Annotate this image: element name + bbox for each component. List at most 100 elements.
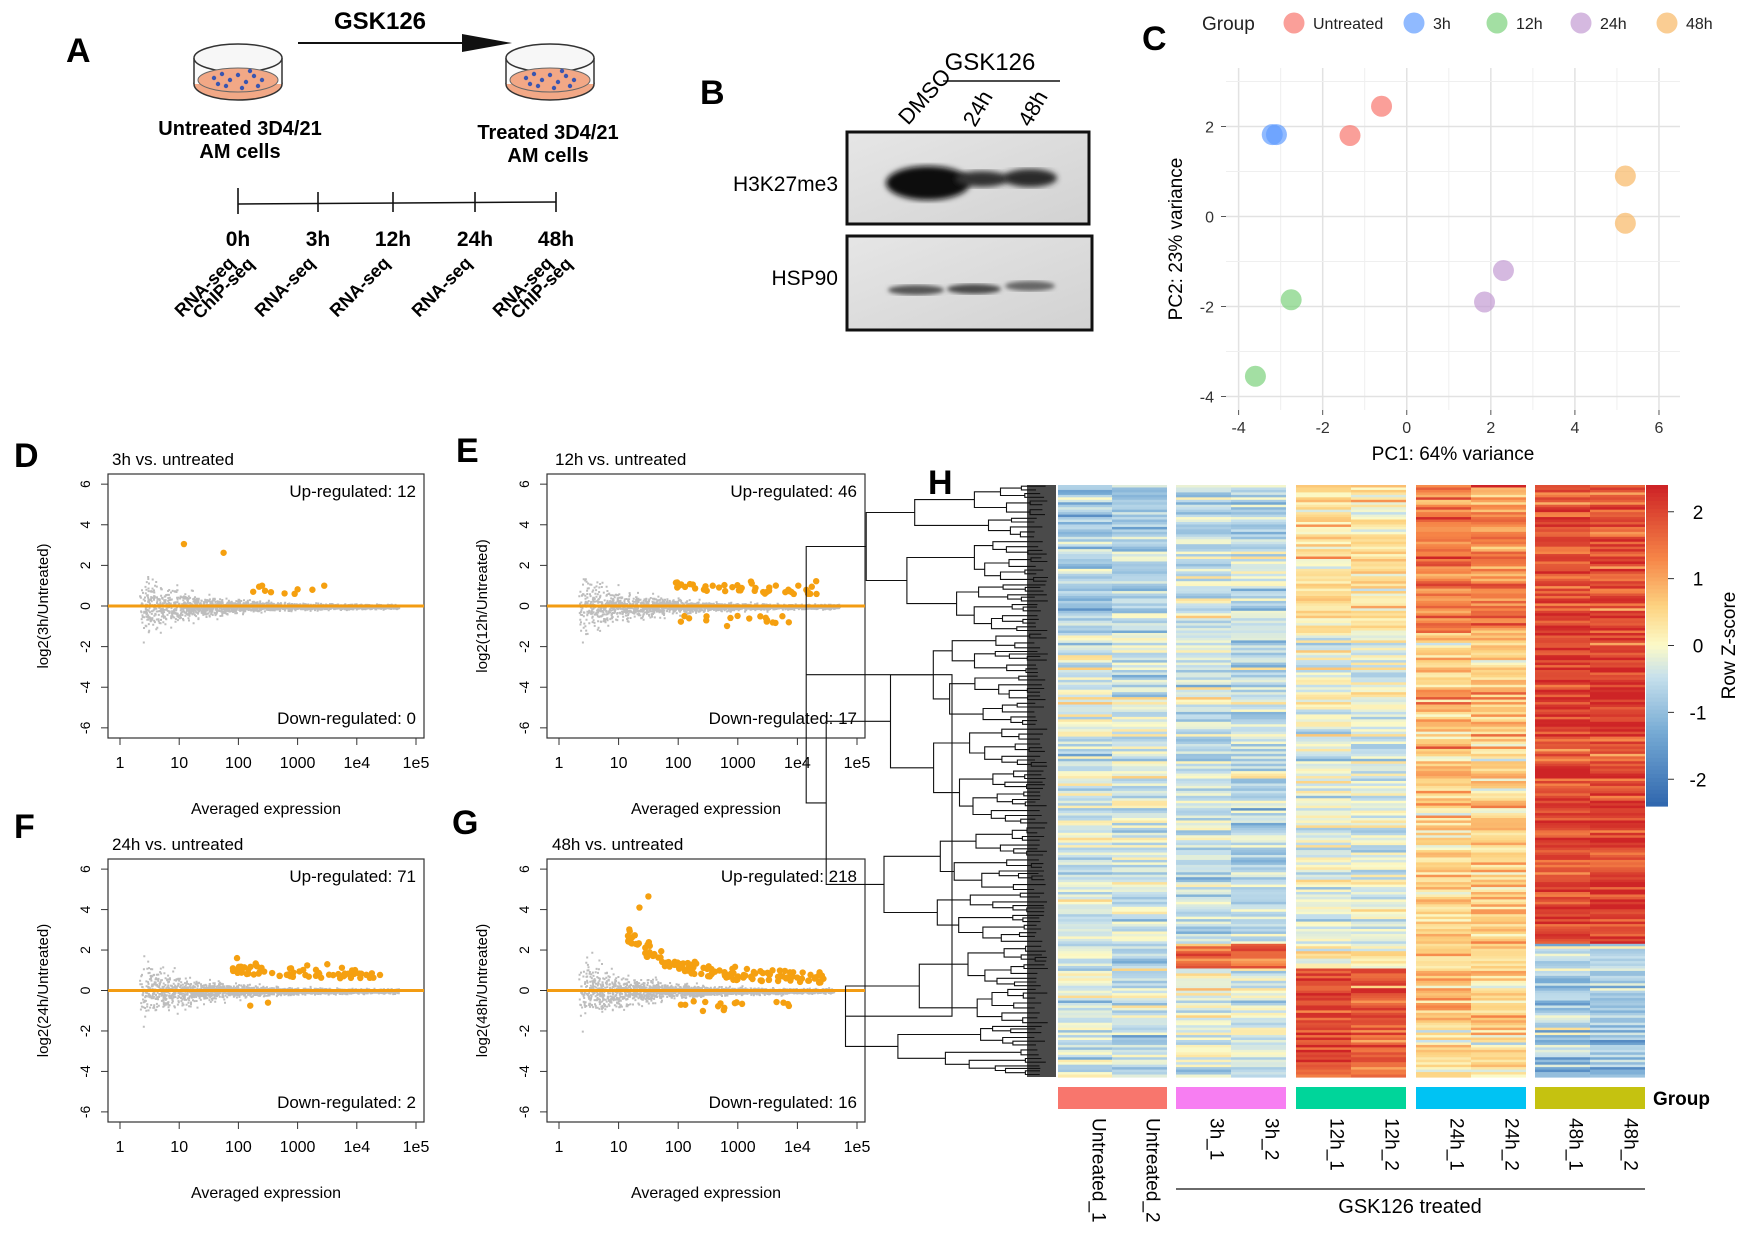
heatmap-cell xyxy=(1416,783,1471,787)
heatmap-cell xyxy=(1351,1047,1406,1051)
heatmap-cell xyxy=(1296,489,1351,493)
heatmap-cell xyxy=(1058,642,1113,646)
heatmap-cell xyxy=(1351,837,1406,841)
heatmap-cell xyxy=(1351,551,1406,555)
heatmap-cell xyxy=(1058,815,1113,819)
heatmap-cell xyxy=(1471,633,1526,637)
heatmap-cell xyxy=(1058,778,1113,782)
heatmap-cell xyxy=(1296,1067,1351,1071)
heatmap-cell xyxy=(1296,837,1351,841)
heatmap-cell xyxy=(1296,637,1351,641)
heatmap-cell xyxy=(1176,546,1231,550)
heatmap-cell xyxy=(1351,776,1406,780)
heatmap-cell xyxy=(1471,761,1526,765)
heatmap-cell xyxy=(1058,536,1113,540)
heatmap-cell xyxy=(1471,1030,1526,1034)
colorbar-segment xyxy=(1646,649,1668,655)
colorbar-segment xyxy=(1646,669,1668,675)
heatmap-cell xyxy=(1535,744,1590,748)
heatmap-cell xyxy=(1590,783,1645,787)
heatmap-cell xyxy=(1112,563,1167,567)
heatmap-cell xyxy=(1416,662,1471,666)
ma-plot-title: 12h vs. untreated xyxy=(555,450,686,469)
heatmap-cell xyxy=(1176,721,1231,725)
heatmap-cell xyxy=(1231,827,1286,831)
heatmap-cell xyxy=(1058,744,1113,748)
heatmap-cell xyxy=(1590,990,1645,994)
heatmap-cell xyxy=(1296,546,1351,550)
heatmap-cell xyxy=(1471,978,1526,982)
heatmap-cell xyxy=(1112,896,1167,900)
heatmap-cell xyxy=(1296,697,1351,701)
heatmap-cell xyxy=(1112,734,1167,738)
heatmap-cell xyxy=(1112,948,1167,952)
heatmap-cell xyxy=(1296,1072,1351,1076)
heatmap-cell xyxy=(1176,970,1231,974)
heatmap-cell xyxy=(1351,825,1406,829)
heatmap-cell xyxy=(1176,682,1231,686)
heatmap-cell xyxy=(1471,832,1526,836)
ma-background-points xyxy=(139,576,401,644)
heatmap-cell xyxy=(1231,1049,1286,1053)
heatmap-cell xyxy=(1351,568,1406,572)
heatmap-cell xyxy=(1296,554,1351,558)
pca-legend-swatch xyxy=(1656,12,1678,34)
heatmap-cell xyxy=(1535,697,1590,701)
heatmap-cell xyxy=(1058,657,1113,661)
heatmap-cell xyxy=(1058,522,1113,526)
ma-up-point xyxy=(624,932,632,940)
heatmap-cell xyxy=(1058,985,1113,989)
heatmap-cell xyxy=(1296,613,1351,617)
heatmap-cell xyxy=(1535,874,1590,878)
heatmap-cell xyxy=(1176,966,1231,970)
heatmap-cell xyxy=(1416,966,1471,970)
pca-plot-area xyxy=(1226,68,1680,410)
heatmap-cell xyxy=(1231,931,1286,935)
heatmap-cell xyxy=(1296,600,1351,604)
colorbar-segment xyxy=(1646,729,1668,735)
heatmap-cell xyxy=(1416,561,1471,565)
heatmap-cell xyxy=(1231,926,1286,930)
heatmap-cell xyxy=(1590,1010,1645,1014)
heatmap-cell xyxy=(1176,953,1231,957)
heatmap-cell xyxy=(1176,549,1231,553)
heatmap-cell xyxy=(1058,832,1113,836)
heatmap-cell xyxy=(1590,549,1645,553)
heatmap-cell xyxy=(1176,899,1231,903)
heatmap-cell xyxy=(1471,578,1526,582)
heatmap-cell xyxy=(1231,573,1286,577)
heatmap-cell xyxy=(1231,554,1286,558)
ma-up-point xyxy=(725,973,732,981)
heatmap-cell xyxy=(1231,869,1286,873)
ma-point-cloud xyxy=(139,576,401,644)
heatmap-cell xyxy=(1112,882,1167,886)
heatmap-cell xyxy=(1535,640,1590,644)
heatmap-cell xyxy=(1176,771,1231,775)
heatmap-cell xyxy=(1535,618,1590,622)
heatmap-cell xyxy=(1535,931,1590,935)
heatmap-cell xyxy=(1535,753,1590,757)
heatmap-cell xyxy=(1351,539,1406,543)
heatmap-cell xyxy=(1416,529,1471,533)
heatmap-cell xyxy=(1176,541,1231,545)
colorbar-segment xyxy=(1646,697,1668,703)
heatmap-cell xyxy=(1535,798,1590,802)
heatmap-cell xyxy=(1471,1059,1526,1063)
heatmap-cell xyxy=(1058,633,1113,637)
heatmap-cell xyxy=(1176,980,1231,984)
heatmap-cell xyxy=(1112,541,1167,545)
heatmap-cell xyxy=(1471,877,1526,881)
heatmap-cell xyxy=(1590,1003,1645,1007)
heatmap-cell xyxy=(1112,803,1167,807)
heatmap-cell xyxy=(1590,726,1645,730)
heatmap-cell xyxy=(1590,660,1645,664)
heatmap-cell xyxy=(1416,615,1471,619)
ma-down-count: Down-regulated: 2 xyxy=(277,1093,416,1112)
heatmap-cell xyxy=(1471,970,1526,974)
heatmap-cell xyxy=(1296,726,1351,730)
heatmap-cell xyxy=(1590,778,1645,782)
heatmap-cell xyxy=(1471,771,1526,775)
heatmap-cell xyxy=(1351,771,1406,775)
heatmap-cell xyxy=(1112,724,1167,728)
heatmap-cell xyxy=(1590,541,1645,545)
